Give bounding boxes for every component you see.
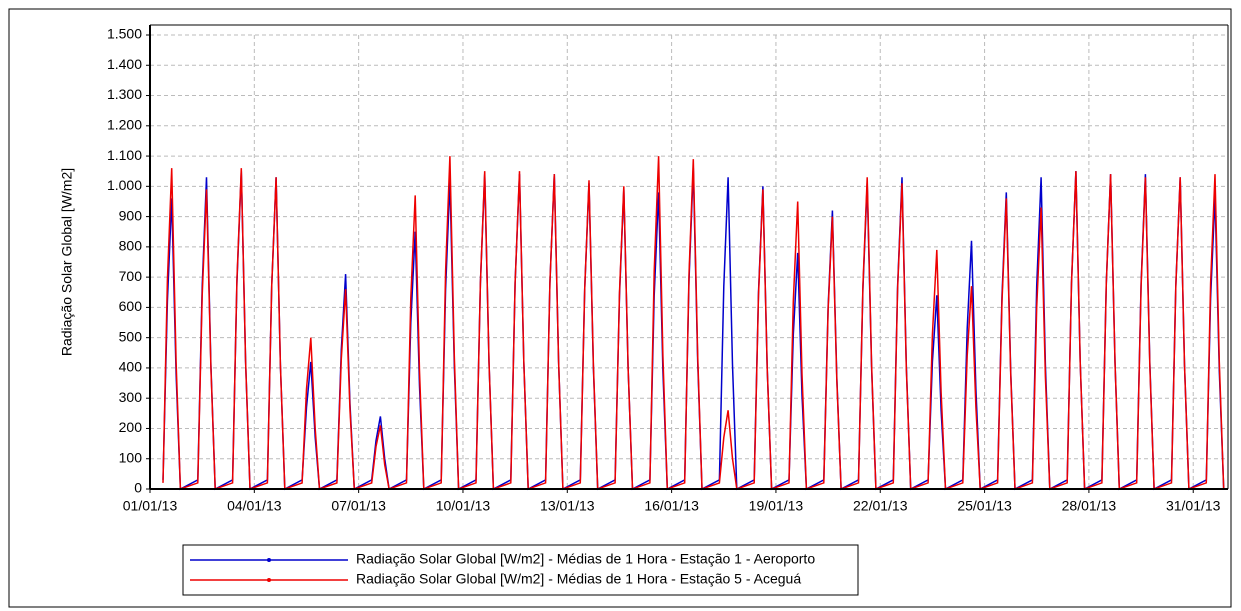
x-tick-label: 19/01/13 xyxy=(749,498,804,514)
y-tick-label: 800 xyxy=(119,238,143,254)
x-tick-label: 25/01/13 xyxy=(957,498,1012,514)
x-tick-label: 01/01/13 xyxy=(123,498,178,514)
x-tick-label: 07/01/13 xyxy=(331,498,386,514)
y-tick-label: 1.100 xyxy=(107,147,142,163)
y-tick-label: 200 xyxy=(119,419,143,435)
y-tick-label: 100 xyxy=(119,449,143,465)
x-tick-label: 04/01/13 xyxy=(227,498,282,514)
x-tick-label: 16/01/13 xyxy=(644,498,699,514)
legend-marker xyxy=(267,578,271,582)
y-tick-label: 700 xyxy=(119,268,143,284)
y-tick-label: 500 xyxy=(119,328,143,344)
x-tick-label: 13/01/13 xyxy=(540,498,595,514)
series-line xyxy=(162,168,1225,491)
y-tick-label: 600 xyxy=(119,298,143,314)
legend-label: Radiação Solar Global [W/m2] - Médias de… xyxy=(356,551,815,567)
chart-frame xyxy=(8,8,1232,608)
y-tick-label: 1.500 xyxy=(107,26,142,42)
legend xyxy=(182,544,859,596)
legend-marker xyxy=(267,558,271,562)
x-tick-label: 31/01/13 xyxy=(1166,498,1221,514)
legend-label: Radiação Solar Global [W/m2] - Médias de… xyxy=(356,571,801,587)
x-tick-label: 28/01/13 xyxy=(1062,498,1117,514)
y-tick-label: 1.300 xyxy=(107,86,142,102)
series-line xyxy=(162,156,1225,491)
y-axis-label: Radiação Solar Global [W/m2] xyxy=(59,168,75,356)
y-tick-label: 900 xyxy=(119,207,143,223)
y-tick-label: 1.200 xyxy=(107,117,142,133)
y-tick-label: 400 xyxy=(119,359,143,375)
y-tick-label: 1.400 xyxy=(107,56,142,72)
x-tick-label: 10/01/13 xyxy=(436,498,491,514)
y-tick-label: 300 xyxy=(119,389,143,405)
y-tick-label: 1.000 xyxy=(107,177,142,193)
y-tick-label: 0 xyxy=(134,480,142,496)
x-tick-label: 22/01/13 xyxy=(853,498,908,514)
